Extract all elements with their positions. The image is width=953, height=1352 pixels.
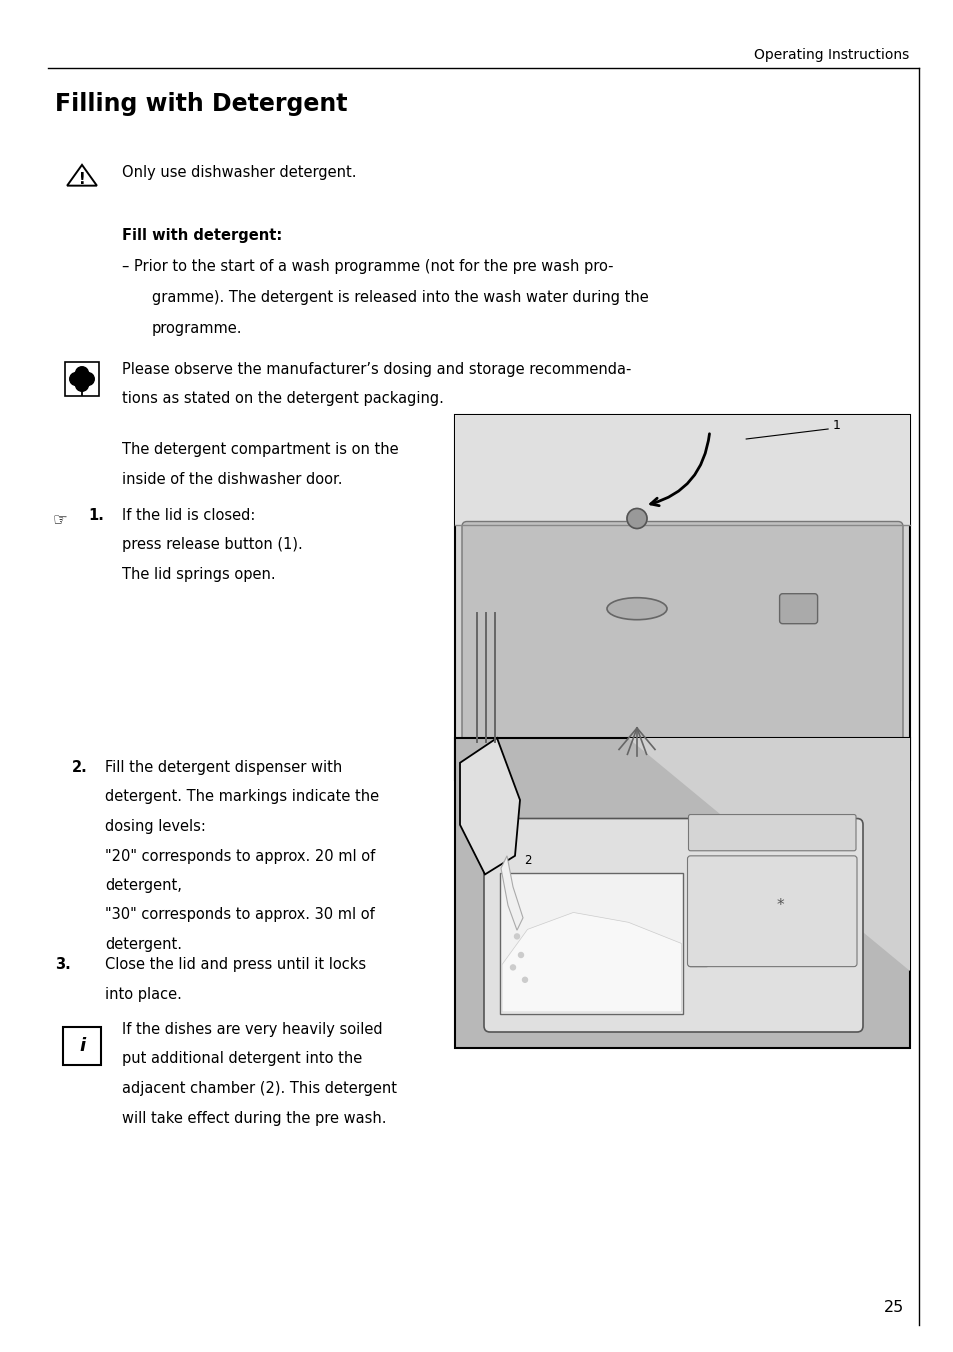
- Ellipse shape: [606, 598, 666, 619]
- FancyBboxPatch shape: [63, 1028, 101, 1065]
- Text: Fill with detergent:: Fill with detergent:: [122, 228, 282, 243]
- Text: – Prior to the start of a wash programme (not for the pre wash pro-: – Prior to the start of a wash programme…: [122, 260, 613, 274]
- FancyBboxPatch shape: [687, 856, 856, 967]
- FancyBboxPatch shape: [688, 814, 855, 850]
- Text: programme.: programme.: [152, 320, 242, 335]
- FancyBboxPatch shape: [688, 941, 708, 967]
- FancyBboxPatch shape: [455, 415, 909, 780]
- Text: 2.: 2.: [71, 760, 88, 775]
- Text: Filling with Detergent: Filling with Detergent: [55, 92, 347, 116]
- Text: adjacent chamber (2). This detergent: adjacent chamber (2). This detergent: [122, 1082, 396, 1096]
- FancyArrowPatch shape: [650, 434, 709, 506]
- Text: will take effect during the pre wash.: will take effect during the pre wash.: [122, 1110, 386, 1125]
- Text: dosing levels:: dosing levels:: [105, 819, 206, 834]
- FancyBboxPatch shape: [461, 522, 902, 767]
- Text: detergent.: detergent.: [105, 937, 182, 952]
- Text: Please observe the manufacturer’s dosing and storage recommenda-: Please observe the manufacturer’s dosing…: [122, 362, 631, 377]
- Text: 25: 25: [882, 1301, 903, 1315]
- Text: If the dishes are very heavily soiled: If the dishes are very heavily soiled: [122, 1022, 382, 1037]
- Text: Operating Instructions: Operating Instructions: [753, 49, 908, 62]
- FancyBboxPatch shape: [455, 738, 909, 1048]
- Text: "20" corresponds to approx. 20 ml of: "20" corresponds to approx. 20 ml of: [105, 849, 375, 864]
- Text: 2: 2: [523, 854, 531, 867]
- Text: Close the lid and press until it locks: Close the lid and press until it locks: [105, 957, 366, 972]
- FancyBboxPatch shape: [65, 362, 99, 396]
- Text: Only use dishwasher detergent.: Only use dishwasher detergent.: [122, 165, 356, 180]
- Text: 1.: 1.: [88, 508, 104, 523]
- Text: If the lid is closed:: If the lid is closed:: [122, 508, 255, 523]
- Text: "30" corresponds to approx. 30 ml of: "30" corresponds to approx. 30 ml of: [105, 907, 375, 922]
- Text: into place.: into place.: [105, 987, 182, 1002]
- Circle shape: [75, 379, 89, 391]
- Circle shape: [75, 366, 89, 380]
- FancyBboxPatch shape: [455, 415, 909, 525]
- FancyBboxPatch shape: [499, 873, 682, 1014]
- Text: 3.: 3.: [55, 957, 71, 972]
- Circle shape: [510, 965, 515, 969]
- Polygon shape: [627, 738, 909, 971]
- Polygon shape: [500, 856, 522, 930]
- Circle shape: [626, 508, 646, 529]
- Text: gramme). The detergent is released into the wash water during the: gramme). The detergent is released into …: [152, 289, 648, 306]
- Polygon shape: [459, 738, 519, 875]
- Text: *: *: [776, 899, 783, 914]
- Circle shape: [522, 977, 527, 983]
- Text: press release button (1).: press release button (1).: [122, 538, 302, 553]
- Text: The lid springs open.: The lid springs open.: [122, 566, 275, 581]
- Text: 1: 1: [832, 419, 841, 431]
- Text: i: i: [79, 1037, 85, 1055]
- Circle shape: [81, 373, 94, 385]
- Circle shape: [70, 373, 83, 385]
- FancyBboxPatch shape: [779, 594, 817, 623]
- Polygon shape: [501, 913, 680, 1013]
- Text: Fill the detergent dispenser with: Fill the detergent dispenser with: [105, 760, 342, 775]
- Text: !: !: [78, 172, 85, 187]
- Text: detergent. The markings indicate the: detergent. The markings indicate the: [105, 790, 378, 804]
- Circle shape: [518, 953, 523, 957]
- Text: detergent,: detergent,: [105, 877, 182, 894]
- Text: tions as stated on the detergent packaging.: tions as stated on the detergent packagi…: [122, 392, 443, 407]
- Text: put additional detergent into the: put additional detergent into the: [122, 1052, 362, 1067]
- Text: ☞: ☞: [52, 511, 68, 529]
- FancyBboxPatch shape: [464, 740, 497, 764]
- Text: The detergent compartment is on the: The detergent compartment is on the: [122, 442, 398, 457]
- Text: inside of the dishwasher door.: inside of the dishwasher door.: [122, 472, 342, 487]
- Circle shape: [514, 934, 519, 938]
- FancyBboxPatch shape: [483, 818, 862, 1032]
